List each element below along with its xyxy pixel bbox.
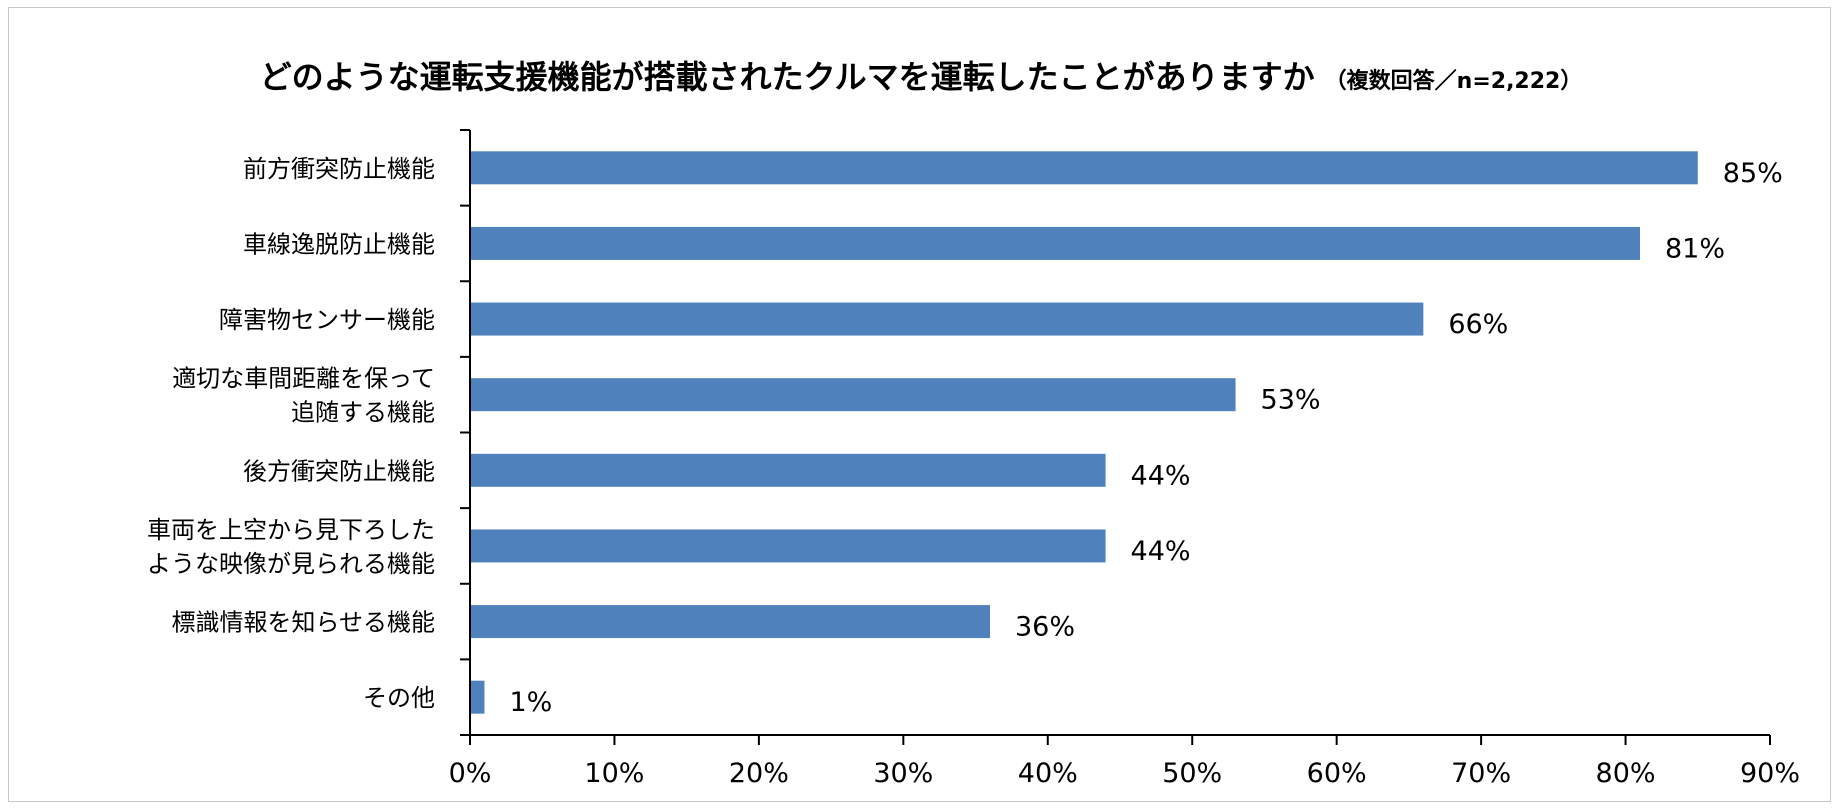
value-label-5: 44% — [1131, 536, 1191, 567]
value-label-0: 85% — [1723, 158, 1783, 189]
value-label-4: 44% — [1131, 460, 1191, 491]
bar-3 — [470, 378, 1236, 412]
x-tick-label-5: 50% — [1162, 758, 1222, 789]
category-label-1-line-0: 車線逸脱防止機能 — [243, 230, 435, 258]
x-tick-label-8: 80% — [1596, 758, 1656, 789]
category-label-3-line-0: 適切な車間距離を保って — [172, 365, 435, 393]
chart-title-main: どのような運転支援機能が搭載されたクルマを運転したことがありますか — [259, 58, 1315, 96]
bar-6 — [470, 605, 990, 639]
value-label-7: 1% — [509, 687, 552, 718]
bar-0 — [470, 151, 1698, 185]
category-label-0: 前方衝突防止機能 — [243, 155, 435, 183]
category-label-4-line-0: 後方衝突防止機能 — [243, 457, 435, 485]
bar-5 — [470, 529, 1106, 563]
x-tick-label-9: 90% — [1740, 758, 1800, 789]
category-label-2-line-0: 障害物センサー機能 — [219, 306, 435, 334]
category-label-2: 障害物センサー機能 — [219, 306, 435, 334]
x-tick-label-0: 0% — [449, 758, 492, 789]
chart-title: どのような運転支援機能が搭載されたクルマを運転したことがありますか （複数回答／n… — [0, 52, 1842, 98]
value-label-3: 53% — [1261, 385, 1321, 416]
bar-4 — [470, 453, 1106, 487]
category-label-5-line-0: 車両を上空から見下ろした — [147, 516, 435, 544]
value-label-2: 66% — [1448, 309, 1508, 340]
value-label-1: 81% — [1665, 233, 1725, 264]
category-label-7-line-0: その他 — [363, 684, 435, 712]
x-tick-label-7: 70% — [1451, 758, 1511, 789]
x-tick-label-2: 20% — [729, 758, 789, 789]
chart-subtitle: （複数回答／n=2,222） — [1324, 69, 1583, 94]
category-label-7: その他 — [363, 684, 435, 712]
category-label-4: 後方衝突防止機能 — [243, 457, 435, 485]
x-tick-label-6: 60% — [1307, 758, 1367, 789]
bar-2 — [470, 302, 1424, 336]
x-tick-label-3: 30% — [873, 758, 933, 789]
category-label-1: 車線逸脱防止機能 — [243, 230, 435, 258]
x-tick-label-1: 10% — [584, 758, 644, 789]
category-label-3-line-1: 追随する機能 — [291, 399, 435, 427]
value-label-6: 36% — [1015, 612, 1075, 643]
bar-1 — [470, 226, 1640, 260]
x-tick-label-4: 40% — [1018, 758, 1078, 789]
category-label-6: 標識情報を知らせる機能 — [171, 609, 435, 637]
category-label-6-line-0: 標識情報を知らせる機能 — [171, 609, 435, 637]
category-label-5-line-1: ような映像が見られる機能 — [147, 550, 435, 578]
bar-7 — [470, 680, 485, 714]
category-label-0-line-0: 前方衝突防止機能 — [243, 155, 435, 183]
